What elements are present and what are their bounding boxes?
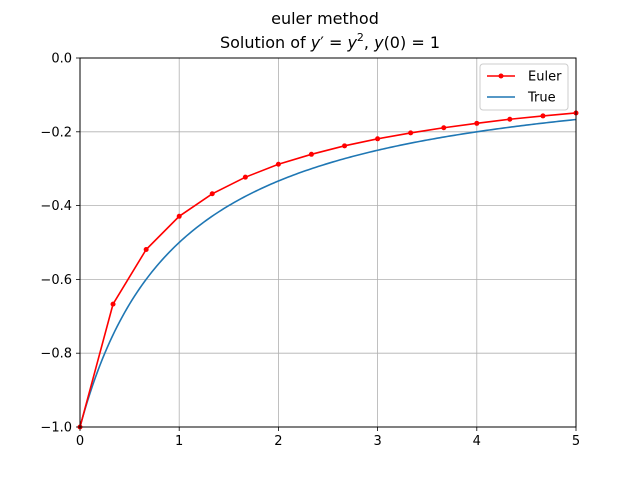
subtitle-prime: ′ [320,33,324,52]
euler-point [308,151,314,157]
ticks: 0 1 2 3 4 5 −1.0 −0.8 −0.6 −0.4 −0.2 0.0 [40,52,580,450]
x-tick-label: 2 [274,434,282,449]
euler-point [507,116,513,122]
euler-point [540,113,546,119]
chart-subtitle: Solution of y′ = y2, y(0) = 1 [220,31,440,52]
euler-point [275,161,281,167]
subtitle-lhs: y [310,33,321,52]
y-tick-label: −0.2 [40,125,72,140]
euler-point [342,143,348,149]
chart-title: euler method [271,9,379,28]
legend-euler-label: Euler [528,70,562,85]
x-tick-label: 1 [175,434,183,449]
x-tick-label: 0 [76,434,84,449]
y-tick-label: −1.0 [40,421,72,436]
series-layer [77,110,579,430]
subtitle-ic-val: 1 [430,33,440,52]
subtitle-rhs: y [346,33,357,52]
euler-point [242,174,248,180]
axes-frame [79,57,577,428]
euler-point [474,120,480,126]
y-tick-label: −0.6 [40,273,72,288]
x-tick-label: 5 [572,434,580,449]
subtitle-eq2: = [406,33,430,52]
x-tick-label: 4 [473,434,481,449]
subtitle-exponent: 2 [357,31,364,44]
euler-point [441,125,447,131]
euler-point [176,213,182,219]
subtitle-ic-arg: (0) [384,33,407,52]
euler-point [408,130,414,136]
subtitle-prefix: Solution of [220,33,311,52]
euler-series-line [79,112,577,428]
subtitle-sep: , [364,33,374,52]
true-series-line [79,118,577,428]
euler-point [110,301,116,307]
subtitle-eq1: = [324,33,348,52]
euler-point [143,247,149,253]
legend-true-label: True [527,91,556,106]
y-tick-label: 0.0 [51,52,72,67]
legend-euler-marker [498,73,504,79]
euler-point [375,136,381,142]
subtitle-ic-fn: y [373,33,384,52]
euler-point [209,191,215,197]
y-tick-label: −0.8 [40,347,72,362]
x-tick-label: 3 [373,434,381,449]
y-tick-label: −0.4 [40,199,72,214]
legend: Euler True [479,63,569,111]
